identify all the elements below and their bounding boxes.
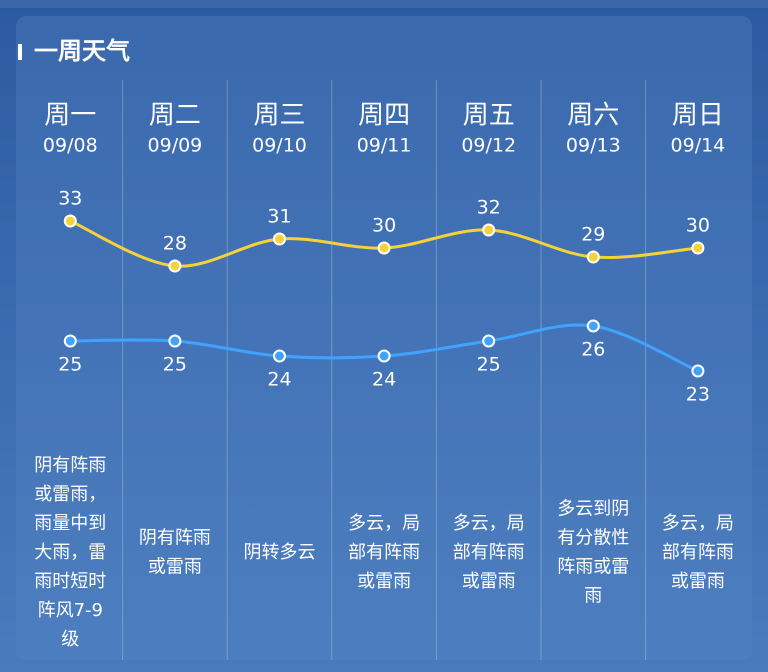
day-desc: 或雷雨 [357, 571, 411, 592]
day-desc: 或雷雨， [34, 484, 106, 505]
day-desc: 雨 [584, 586, 602, 607]
day-name: 周日 [672, 101, 724, 131]
high-dot [273, 232, 286, 246]
high-label: 30 [372, 215, 396, 237]
day-name: 周六 [567, 101, 619, 131]
day-name: 周二 [149, 101, 201, 131]
day-desc: 雨量中到 [34, 513, 106, 534]
day-desc: 阴转多云 [244, 542, 316, 563]
high-dot [691, 241, 705, 255]
day-desc: 部有阵雨 [453, 542, 525, 563]
day-name: 周四 [358, 101, 410, 131]
low-dot [586, 319, 600, 333]
high-dot [63, 214, 77, 228]
day-name: 周五 [463, 101, 515, 131]
day-desc: 阴有阵雨 [139, 528, 211, 549]
top-bar [0, 0, 768, 8]
day-desc: 有分散性 [557, 528, 629, 549]
day-desc: 多云，局 [453, 513, 525, 534]
day-desc: 阵雨或雷 [557, 557, 629, 578]
panel-title: 一周天气 [34, 37, 130, 65]
day-desc: 雨时短时 [34, 571, 106, 592]
day-desc: 或雷雨 [148, 557, 202, 578]
day-desc: 大雨，雷 [34, 542, 106, 563]
day-desc: 部有阵雨 [662, 542, 734, 563]
low-label: 24 [267, 369, 291, 391]
day-desc: 部有阵雨 [348, 542, 420, 563]
day-date: 09/08 [43, 135, 98, 157]
day-desc: 阵风7-9 [38, 600, 103, 621]
low-dot [63, 334, 77, 348]
high-dot [586, 250, 600, 264]
low-dot [273, 349, 286, 363]
high-label: 33 [58, 188, 82, 210]
day-date: 09/11 [357, 135, 412, 157]
title-marker [18, 44, 22, 60]
day-date: 09/14 [671, 135, 726, 157]
low-label: 24 [372, 369, 396, 391]
day-desc: 或雷雨 [462, 571, 516, 592]
high-label: 29 [581, 224, 605, 246]
low-label: 25 [58, 354, 82, 376]
low-label: 25 [477, 354, 501, 376]
low-dot [168, 334, 182, 348]
low-label: 23 [686, 384, 710, 406]
day-desc: 阴有阵雨 [34, 455, 106, 476]
day-desc: 多云，局 [662, 513, 734, 534]
low-dot [691, 364, 705, 378]
high-dot [482, 223, 496, 237]
day-date: 09/10 [252, 135, 307, 157]
low-dot [377, 349, 391, 363]
day-date: 09/09 [148, 135, 203, 157]
day-date: 09/12 [461, 135, 516, 157]
low-label: 26 [581, 339, 605, 361]
high-label: 30 [686, 215, 710, 237]
low-dot [482, 334, 496, 348]
high-label: 32 [477, 197, 501, 219]
day-name: 周三 [253, 101, 305, 131]
high-dot [377, 241, 391, 255]
day-date: 09/13 [566, 135, 621, 157]
low-label: 25 [163, 354, 187, 376]
high-dot [168, 259, 182, 273]
day-desc: 多云，局 [348, 513, 420, 534]
day-name: 周一 [44, 101, 96, 131]
panel-bg [16, 16, 752, 660]
day-desc: 级 [61, 629, 79, 650]
day-desc: 多云到阴 [557, 499, 629, 520]
day-desc: 或雷雨 [671, 571, 725, 592]
high-label: 28 [163, 233, 187, 255]
high-label: 31 [267, 206, 291, 228]
